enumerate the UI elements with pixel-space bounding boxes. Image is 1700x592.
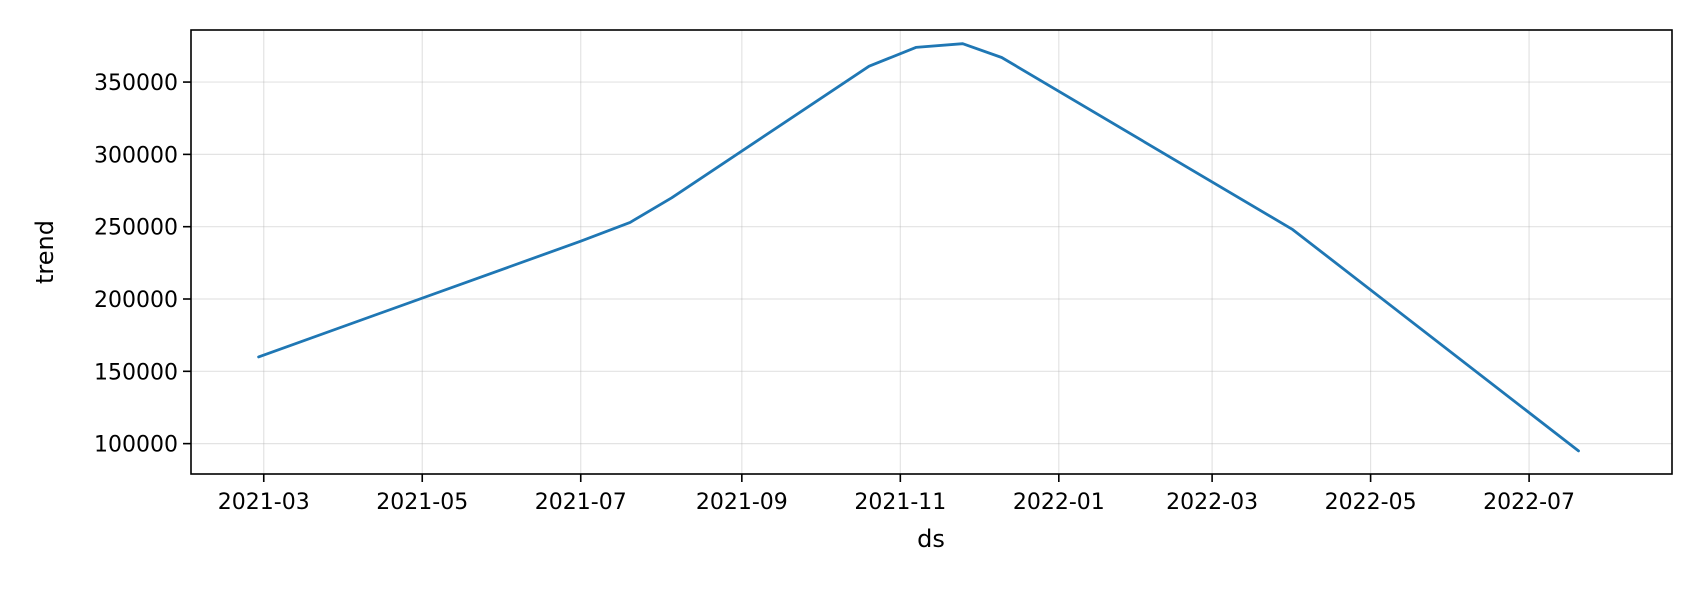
- series-layer: [257, 42, 1580, 453]
- y-tick-label: 250000: [94, 216, 178, 241]
- y-axis-label: trend: [31, 220, 59, 284]
- trend-line: [257, 42, 1580, 453]
- y-tick-label: 300000: [94, 143, 178, 168]
- x-tick-label: 2022-03: [1166, 490, 1258, 515]
- x-tick-label: 2021-11: [854, 490, 946, 515]
- plot-area: [190, 29, 1673, 475]
- x-tick-label: 2021-05: [376, 490, 468, 515]
- y-tick-label: 350000: [94, 71, 178, 96]
- x-tick-label: 2021-07: [535, 490, 627, 515]
- x-axis: 2021-03 2021-05 2021-07 2021-09 2021-11 2022-…: [218, 474, 1575, 515]
- x-tick-label: 2022-01: [1013, 490, 1105, 515]
- y-tick-label: 150000: [94, 360, 178, 385]
- y-axis: 100000 150000 200000 250000 300000 350000: [94, 71, 191, 458]
- x-tick-label: 2021-09: [696, 490, 788, 515]
- x-axis-label: ds: [917, 525, 945, 553]
- grid: [191, 30, 1672, 474]
- x-tick-label: 2021-03: [218, 490, 310, 515]
- x-tick-label: 2022-07: [1483, 490, 1575, 515]
- x-tick-label: 2022-05: [1325, 490, 1417, 515]
- y-tick-label: 100000: [94, 433, 178, 458]
- y-tick-label: 200000: [94, 288, 178, 313]
